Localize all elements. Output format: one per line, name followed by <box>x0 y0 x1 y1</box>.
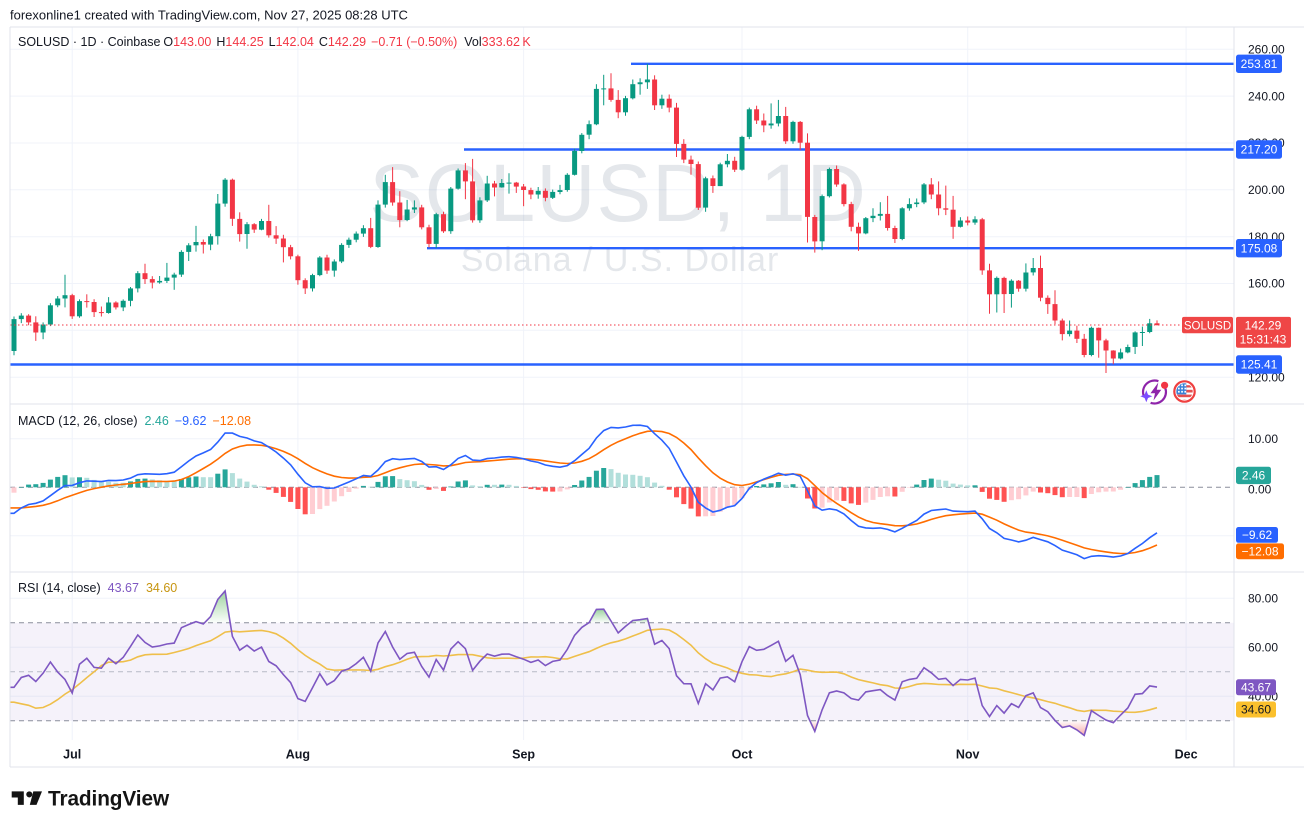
svg-text:Sep: Sep <box>512 748 535 762</box>
svg-text:200.00: 200.00 <box>1248 183 1285 197</box>
svg-text:Dec: Dec <box>1175 748 1198 762</box>
svg-text:142.29: 142.29 <box>1245 318 1282 332</box>
svg-text:0.00: 0.00 <box>1248 483 1272 497</box>
svg-text:forexonline1 created with Trad: forexonline1 created with TradingView.co… <box>10 8 408 23</box>
svg-text:240.00: 240.00 <box>1248 89 1285 103</box>
svg-text:15:31:43: 15:31:43 <box>1240 333 1287 347</box>
svg-text:175.08: 175.08 <box>1241 241 1278 255</box>
svg-text:TradingView: TradingView <box>48 788 170 811</box>
svg-text:10.00: 10.00 <box>1248 432 1278 446</box>
svg-text:125.41: 125.41 <box>1241 358 1278 372</box>
svg-text:MACD (12, 26, close)2.46−9.62−: MACD (12, 26, close) 2.46 −9.62 −12.08 <box>18 414 251 428</box>
svg-text:43.67: 43.67 <box>1241 681 1271 695</box>
svg-text:260.00: 260.00 <box>1248 43 1285 57</box>
svg-text:−12.08: −12.08 <box>1241 544 1278 558</box>
svg-text:2.46: 2.46 <box>1242 469 1266 483</box>
svg-text:Solana / U.S. Dollar: Solana / U.S. Dollar <box>461 241 780 279</box>
svg-text:−9.62: −9.62 <box>1242 528 1273 542</box>
svg-text:SOLUSD: SOLUSD <box>1184 320 1231 332</box>
svg-text:34.60: 34.60 <box>1241 703 1271 717</box>
svg-text:253.81: 253.81 <box>1241 57 1278 71</box>
svg-text:Aug: Aug <box>286 748 310 762</box>
svg-text:Nov: Nov <box>956 748 980 762</box>
svg-text:80.00: 80.00 <box>1248 592 1278 606</box>
svg-text:160.00: 160.00 <box>1248 277 1285 291</box>
svg-text:120.00: 120.00 <box>1248 370 1285 384</box>
svg-text:Oct: Oct <box>732 748 754 762</box>
svg-text:Jul: Jul <box>63 748 81 762</box>
svg-text:217.20: 217.20 <box>1241 143 1278 157</box>
svg-text:60.00: 60.00 <box>1248 641 1278 655</box>
